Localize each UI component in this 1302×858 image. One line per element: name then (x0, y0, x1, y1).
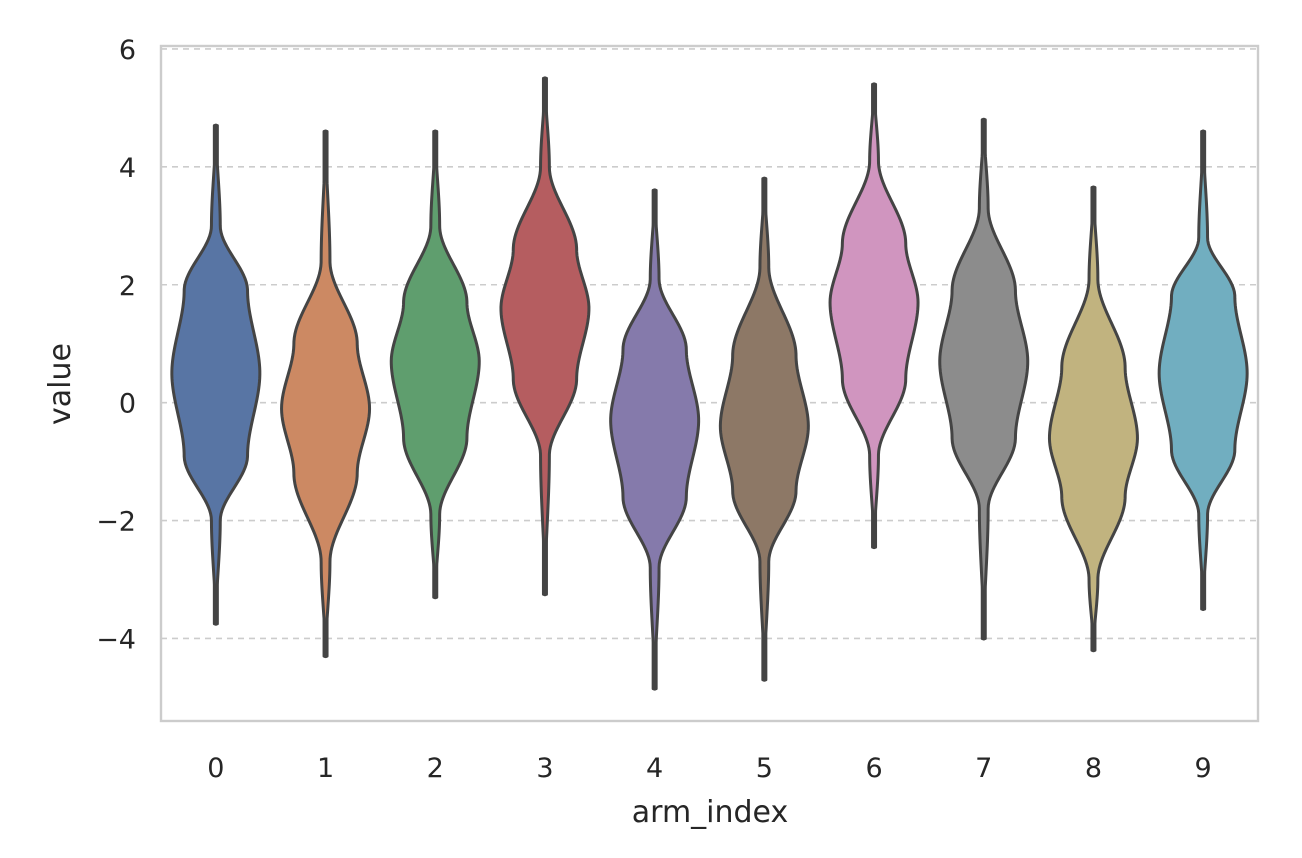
x-tick-label: 4 (646, 753, 663, 784)
violin-body (1047, 185, 1139, 652)
x-tick-label: 6 (865, 753, 882, 784)
y-tick-label: 2 (119, 271, 136, 302)
violin-body (389, 129, 481, 599)
y-tick-label: 4 (119, 153, 136, 184)
violin-body (609, 188, 701, 691)
x-axis-ticks: 0 1 2 3 4 5 6 7 8 9 (207, 753, 1211, 784)
x-tick-label: 7 (975, 753, 992, 784)
y-tick-label: −4 (96, 624, 136, 655)
violin-body (499, 76, 591, 596)
violin-body (828, 82, 920, 549)
x-axis-label: arm_index (632, 795, 789, 830)
violin-1 (280, 129, 372, 659)
violin-body (280, 129, 372, 658)
y-axis-label: value (43, 343, 78, 425)
x-tick-label: 8 (1085, 753, 1102, 784)
x-tick-label: 1 (317, 753, 334, 784)
violin-4 (609, 188, 701, 691)
plot-frame (159, 44, 1260, 723)
violin-7 (938, 117, 1030, 641)
violin-layer (170, 76, 1249, 691)
violin-3 (499, 76, 591, 597)
y-tick-label: 0 (119, 389, 136, 420)
y-tick-label: 6 (119, 35, 136, 66)
violin-6 (828, 82, 920, 550)
violin-body (170, 124, 262, 626)
violin-body (938, 118, 1030, 640)
violin-9 (1157, 129, 1249, 611)
violin-8 (1047, 185, 1139, 653)
violin-body (1157, 129, 1249, 611)
x-tick-label: 9 (1195, 753, 1212, 784)
violin-5 (718, 176, 810, 682)
y-tick-label: −2 (96, 507, 136, 538)
x-tick-label: 5 (756, 753, 773, 784)
violin-2 (389, 129, 481, 600)
x-tick-label: 3 (536, 753, 553, 784)
x-tick-label: 0 (207, 753, 224, 784)
x-tick-label: 2 (427, 753, 444, 784)
violin-0 (170, 123, 262, 626)
violin-body (718, 177, 810, 682)
y-axis-ticks: 6 4 2 0 −2 −4 (96, 35, 136, 656)
